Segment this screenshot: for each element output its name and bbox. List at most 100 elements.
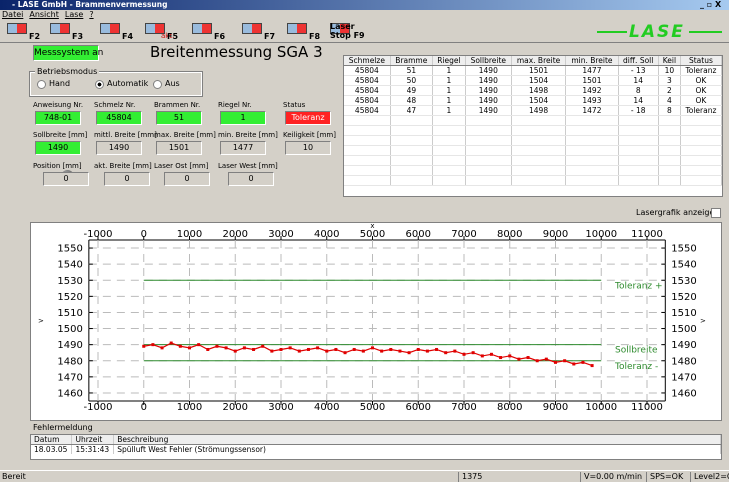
data-point (169, 341, 173, 345)
field-value: 1490 (96, 141, 142, 155)
table-cell (511, 175, 567, 186)
table-cell (565, 125, 619, 136)
data-point (325, 349, 329, 353)
field-value: 0 (228, 172, 274, 186)
field-label: Laser Ost [mm] (154, 162, 209, 170)
table-cell: - 13 (618, 65, 659, 76)
toolbar-button[interactable]: F7 (240, 21, 280, 41)
data-point (508, 354, 512, 358)
y-tick-label: 1540 (57, 260, 82, 271)
toolbar-button[interactable]: F3 (48, 21, 88, 41)
table-cell: 1490 (465, 75, 512, 86)
table-row[interactable] (344, 175, 723, 186)
heading: Breitenmessung SGA 3 (150, 43, 323, 61)
toolbar-button[interactable]: Laser Stop F9 (328, 21, 368, 41)
table-cell (432, 155, 466, 166)
data-point (416, 347, 420, 351)
table-cell: 1472 (565, 105, 619, 116)
data-table-panel: Schmelze Bramme Riegel Sollbreite max. Breit… (343, 55, 723, 197)
y-axis-label: > (700, 317, 706, 325)
field-label: max. Breite [mm] (154, 131, 216, 139)
table-cell (680, 175, 723, 186)
lasergrafik-label: Lasergrafik anzeigen (636, 208, 720, 217)
data-point (252, 347, 256, 351)
table-row[interactable]: 45804 50 1 1490 1504 1501 14 3 OK (344, 75, 723, 86)
data-point (535, 359, 539, 363)
table-row[interactable] (344, 135, 723, 146)
table-cell (390, 155, 433, 166)
table-row[interactable] (344, 125, 723, 136)
status-field: V=0.00 m/min (580, 472, 642, 482)
y-tick-label: 1480 (57, 356, 82, 367)
radio-button[interactable] (153, 80, 162, 89)
data-point (489, 352, 493, 356)
table-cell (432, 115, 466, 126)
lasergrafik-checkbox[interactable] (711, 208, 721, 218)
table-cell (658, 125, 681, 136)
table-cell (465, 125, 512, 136)
data-point (306, 347, 310, 351)
radio-button[interactable] (37, 80, 46, 89)
data-point (316, 346, 320, 350)
table-cell (390, 145, 433, 156)
error-row[interactable]: 18.03.05 15:31:43 Spülluft West Fehler (St… (31, 444, 721, 454)
table-cell: 1 (432, 95, 466, 106)
status-badge: Messsystem an (33, 45, 103, 61)
table-cell (390, 115, 433, 126)
table-cell (511, 135, 567, 146)
table-row[interactable] (344, 155, 723, 166)
radio-label: Hand (49, 79, 71, 88)
menu-item[interactable]: Datei (2, 10, 24, 19)
table-row[interactable]: 45804 48 1 1490 1504 1493 14 4 OK (344, 95, 723, 106)
table-cell (390, 175, 433, 186)
table-cell (658, 135, 681, 146)
y-tick-label: 1490 (671, 340, 696, 351)
toolbar-button[interactable]: F2 (5, 21, 45, 41)
table-row[interactable]: 45804 51 1 1490 1501 1477- 13 10 Toleranz (344, 65, 723, 76)
table-row[interactable]: 45804 47 1 1490 1498 1472- 18 8 Toleranz (344, 105, 723, 116)
column-header: Beschreibung (113, 435, 721, 445)
table-cell: 14 (618, 95, 659, 106)
x-tick-label: 4000 (314, 229, 339, 240)
column-header: diff. Soll (618, 56, 659, 66)
toolbar-button[interactable]: F6 (190, 21, 230, 41)
toolbar-button[interactable]: F8 (285, 21, 325, 41)
data-point (334, 347, 338, 351)
field-value: 1501 (156, 141, 202, 155)
toolbar-button[interactable]: F4 (98, 21, 138, 41)
toolbar-button[interactable]: akt. F5 (143, 21, 183, 41)
field-label: min. Breite [mm] (218, 131, 278, 139)
menu-item[interactable]: ? (89, 10, 94, 19)
toolbar: F2 F3 F4 akt. F5 F6 F7 F8 Laser Stop F9 (0, 20, 729, 43)
x-tick-label: 1000 (177, 229, 202, 240)
window-controls[interactable]: _ ▫ X (700, 0, 722, 9)
data-point (361, 349, 365, 353)
column-header: Riegel (432, 56, 466, 66)
reference-label: Sollbreite (615, 346, 658, 356)
table-row[interactable] (344, 115, 723, 126)
table-cell: 45804 (344, 85, 391, 96)
table-cell (565, 165, 619, 176)
column-header: max. Breite (511, 56, 567, 66)
field-label: Keiligkeit [mm] (283, 131, 336, 139)
menu-item[interactable]: Ansicht (29, 10, 59, 19)
table-cell (511, 155, 567, 166)
data-point (261, 344, 265, 348)
table-row[interactable]: 45804 49 1 1490 1498 1492 8 2 OK (344, 85, 723, 96)
table-cell (565, 155, 619, 166)
table-cell (344, 155, 391, 166)
radio-button[interactable] (95, 80, 104, 89)
table-row[interactable] (344, 145, 723, 156)
table-cell (344, 175, 391, 186)
menu-item[interactable]: Lase (64, 10, 84, 19)
data-line (143, 342, 593, 367)
table-cell: 1501 (565, 75, 619, 86)
table-cell: 51 (390, 65, 433, 76)
table-row[interactable] (344, 165, 723, 176)
data-point (343, 351, 347, 355)
table-cell (680, 125, 723, 136)
x-tick-label: 3000 (268, 402, 293, 413)
field-label: Sollbreite [mm] (33, 131, 88, 139)
table-cell (658, 155, 681, 166)
field-value: 0 (104, 172, 150, 186)
